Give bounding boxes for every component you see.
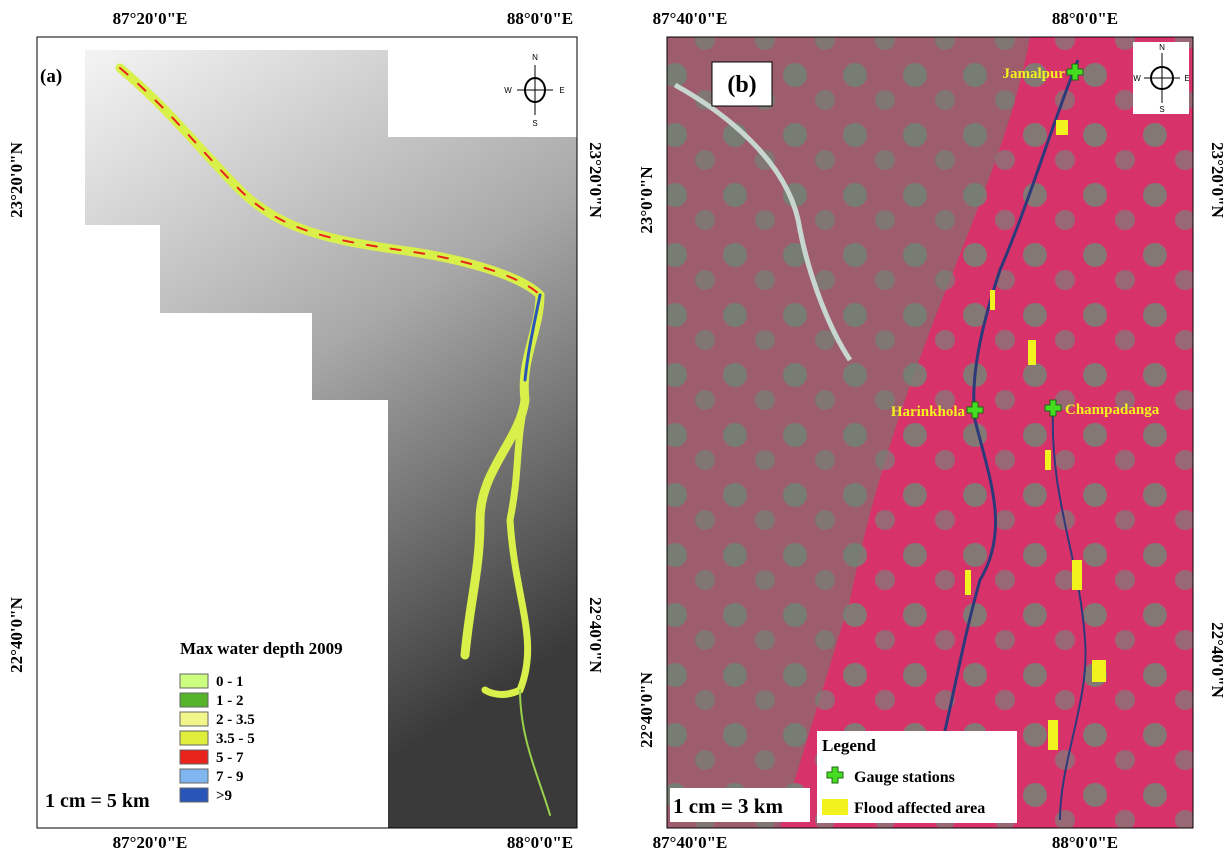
- lon-label-top: 88°0'0"E: [1052, 9, 1118, 28]
- lat-label-right: 22°40'0"N: [586, 597, 605, 673]
- panel-label: (b): [727, 72, 756, 98]
- lon-label-bottom: 87°20'0"E: [113, 833, 188, 852]
- panel-a: (a) N E S W Max water depth 2009 0 - 1 1 …: [37, 37, 577, 828]
- lon-label-bottom: 87°40'0"E: [653, 833, 728, 852]
- lon-label-bottom: 88°0'0"E: [1052, 833, 1118, 852]
- lat-label-right: 23°20'0"N: [586, 142, 605, 218]
- lon-label-top: 87°20'0"E: [113, 9, 188, 28]
- legend-label: 3.5 - 5: [216, 731, 255, 747]
- station-label: Champadanga: [1065, 402, 1160, 418]
- compass-n: N: [1159, 43, 1165, 52]
- compass-s: S: [532, 119, 537, 128]
- lon-label-top: 88°0'0"E: [507, 9, 573, 28]
- lat-label-left: 23°0'0"N: [637, 166, 656, 234]
- legend-swatch: [180, 693, 208, 707]
- legend-title: Max water depth 2009: [180, 639, 343, 658]
- legend-label: 5 - 7: [216, 750, 244, 766]
- legend-label: Gauge stations: [854, 769, 955, 786]
- dem-raster: [85, 50, 577, 828]
- legend-title: Legend: [822, 736, 876, 755]
- scale-text: 1 cm = 5 km: [45, 790, 150, 812]
- figure: (a) N E S W Max water depth 2009 0 - 1 1 …: [0, 0, 1229, 859]
- scale-text: 1 cm = 3 km: [673, 794, 783, 818]
- lat-label-left: 22°40'0"N: [7, 596, 26, 672]
- lat-label-right: 22°40'0"N: [1208, 622, 1227, 698]
- legend-label: 1 - 2: [216, 693, 244, 709]
- panel-b: (b) N E S W Jamalpur Harinkhola Champadang…: [667, 37, 1193, 828]
- compass-e: E: [1184, 74, 1189, 83]
- lon-label-top: 87°40'0"E: [653, 9, 728, 28]
- legend-label: 0 - 1: [216, 674, 244, 690]
- compass-s: S: [1159, 105, 1164, 114]
- station-label: Jamalpur: [1002, 66, 1065, 82]
- legend-swatch: [180, 788, 208, 802]
- lat-label-left: 22°40'0"N: [637, 671, 656, 747]
- legend-swatch: [180, 731, 208, 745]
- legend-swatch: [180, 674, 208, 688]
- legend-label: 2 - 3.5: [216, 712, 255, 728]
- legend-label: >9: [216, 788, 232, 804]
- station-label: Harinkhola: [891, 404, 966, 420]
- legend-label: 7 - 9: [216, 769, 244, 785]
- lat-label-right: 23°20'0"N: [1208, 142, 1227, 218]
- compass: N E S W: [504, 53, 564, 128]
- legend-swatch: [822, 799, 848, 815]
- panel-label: (a): [40, 66, 62, 87]
- legend-swatch: [180, 769, 208, 783]
- compass-n: N: [532, 53, 538, 62]
- lat-label-left: 23°20'0"N: [7, 141, 26, 217]
- legend-swatch: [180, 750, 208, 764]
- legend-label: Flood affected area: [854, 800, 985, 817]
- lon-label-bottom: 88°0'0"E: [507, 833, 573, 852]
- legend-swatch: [180, 712, 208, 726]
- legend: 0 - 1 1 - 2 2 - 3.5 3.5 - 5 5 - 7 7 - 9 >9: [180, 674, 255, 804]
- compass-e: E: [559, 86, 564, 95]
- compass-w: W: [504, 86, 512, 95]
- compass-w: W: [1133, 74, 1141, 83]
